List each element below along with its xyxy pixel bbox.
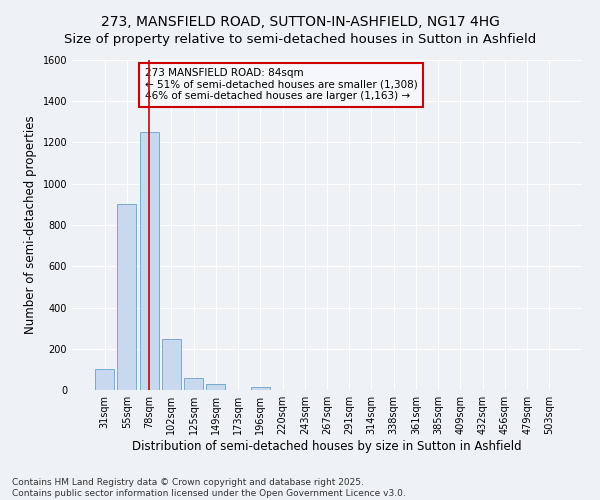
Bar	[206, 384, 225, 390]
Bar	[162, 340, 181, 390]
Bar	[118, 204, 136, 390]
Bar	[140, 132, 158, 390]
Text: Contains HM Land Registry data © Crown copyright and database right 2025.
Contai: Contains HM Land Registry data © Crown c…	[12, 478, 406, 498]
Y-axis label: Number of semi-detached properties: Number of semi-detached properties	[24, 116, 37, 334]
Bar	[251, 387, 270, 390]
Text: 273, MANSFIELD ROAD, SUTTON-IN-ASHFIELD, NG17 4HG: 273, MANSFIELD ROAD, SUTTON-IN-ASHFIELD,…	[101, 15, 499, 29]
X-axis label: Distribution of semi-detached houses by size in Sutton in Ashfield: Distribution of semi-detached houses by …	[132, 440, 522, 453]
Text: 273 MANSFIELD ROAD: 84sqm
← 51% of semi-detached houses are smaller (1,308)
46% : 273 MANSFIELD ROAD: 84sqm ← 51% of semi-…	[145, 68, 418, 102]
Bar	[184, 378, 203, 390]
Text: Size of property relative to semi-detached houses in Sutton in Ashfield: Size of property relative to semi-detach…	[64, 32, 536, 46]
Bar	[95, 370, 114, 390]
